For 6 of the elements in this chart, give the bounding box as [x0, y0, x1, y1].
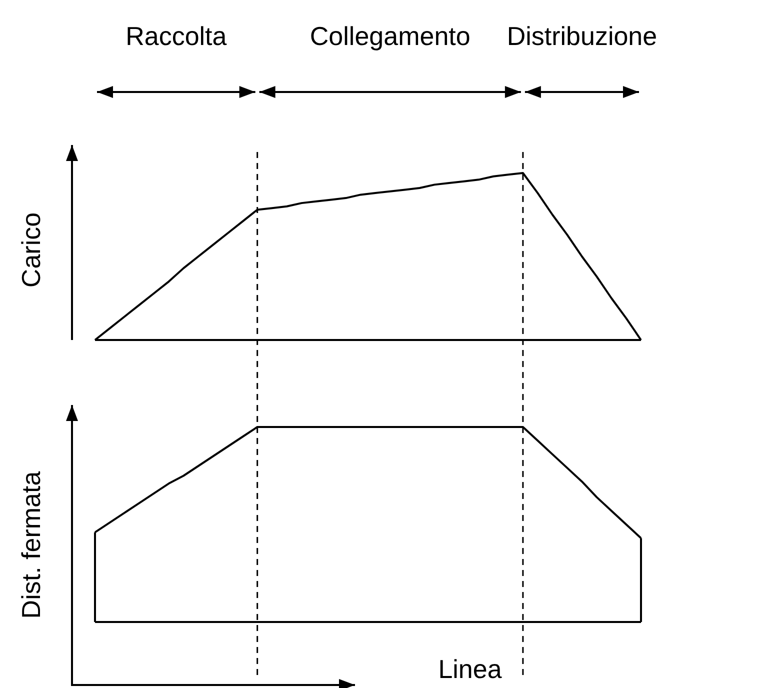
text: Raccolta [126, 21, 228, 51]
text: Distribuzione [506, 21, 658, 51]
x-axis-title: Linea [438, 654, 502, 684]
y-axis-title: Dist. fermata [16, 470, 46, 619]
y-axis-title: Carico [16, 212, 46, 288]
text: Collegamento [310, 21, 470, 51]
